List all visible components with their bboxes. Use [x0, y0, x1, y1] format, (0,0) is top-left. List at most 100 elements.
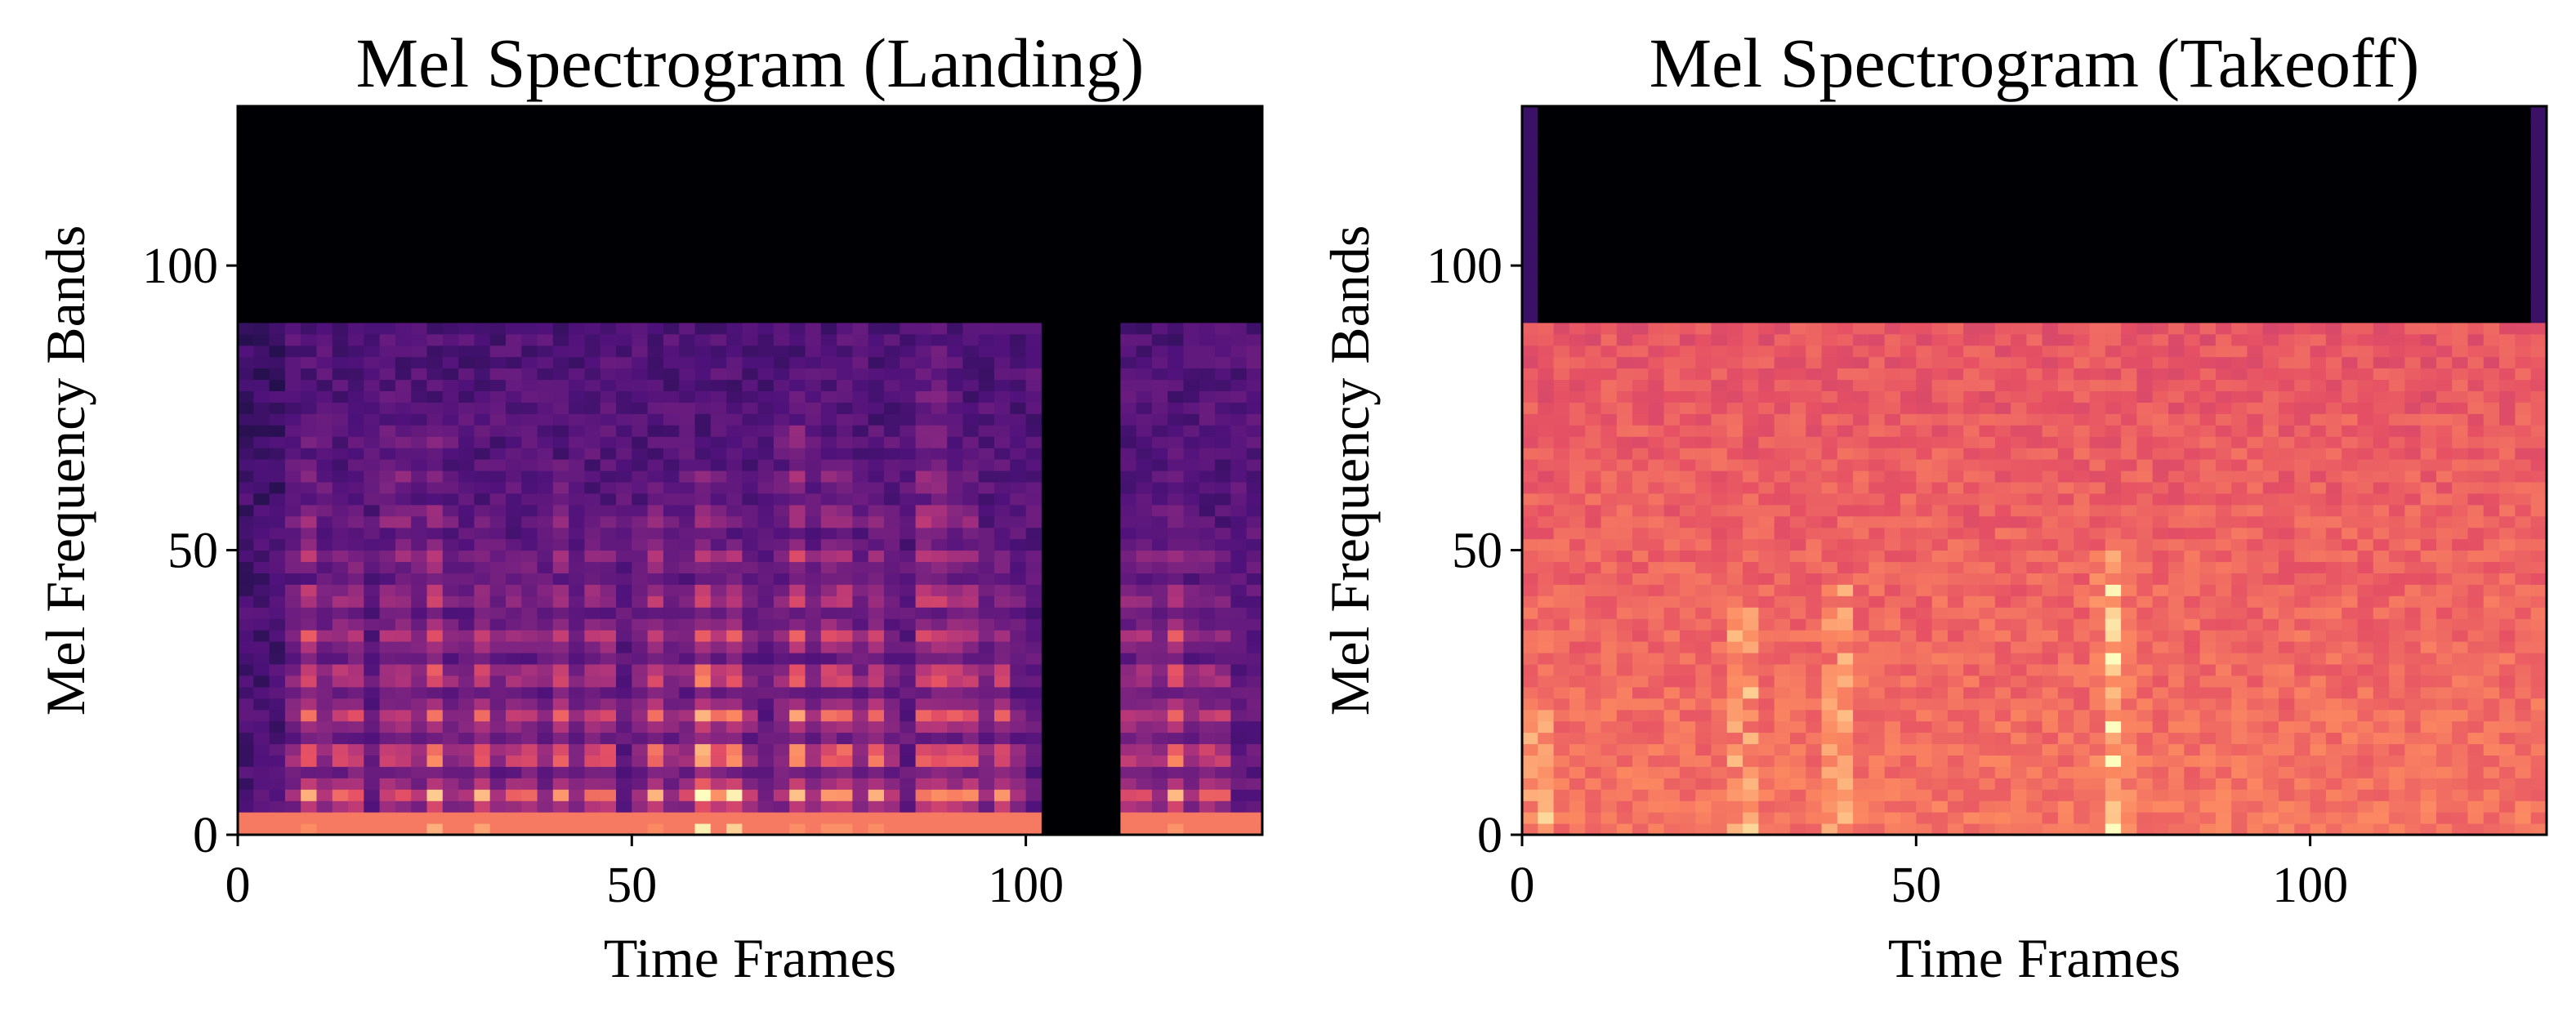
spectrogram-cell — [663, 151, 680, 164]
spectrogram-cell — [663, 243, 680, 255]
spectrogram-cell — [773, 755, 790, 767]
spectrogram-cell — [253, 436, 270, 448]
spectrogram-cell — [868, 106, 885, 118]
spectrogram-cell — [1648, 310, 1665, 323]
spectrogram-cell — [632, 163, 649, 176]
spectrogram-cell — [773, 766, 790, 778]
spectrogram-cell — [269, 800, 286, 813]
spectrogram-cell — [1167, 686, 1185, 699]
spectrogram-cell — [710, 117, 727, 130]
spectrogram-cell — [253, 220, 270, 232]
spectrogram-cell — [537, 231, 554, 243]
spectrogram-cell — [710, 128, 727, 141]
spectrogram-cell — [962, 720, 980, 733]
spectrogram-cell — [395, 448, 412, 460]
spectrogram-cell — [1648, 368, 1665, 381]
spectrogram-cell — [1711, 755, 1728, 767]
spectrogram-cell — [1105, 755, 1121, 767]
spectrogram-cell — [1616, 197, 1633, 209]
spectrogram-cell — [773, 470, 790, 483]
spectrogram-cell — [584, 231, 601, 243]
spectrogram-cell — [1616, 390, 1633, 403]
spectrogram-cell — [710, 686, 727, 699]
spectrogram-cell — [506, 128, 522, 141]
spectrogram-cell — [426, 527, 444, 540]
spectrogram-cell — [521, 345, 538, 358]
spectrogram-cell — [1215, 174, 1231, 187]
spectrogram-cell — [742, 778, 759, 790]
spectrogram-cell — [269, 686, 286, 699]
spectrogram-cell — [379, 174, 396, 187]
spectrogram-cell — [931, 630, 948, 642]
spectrogram-cell — [348, 641, 364, 653]
spectrogram-cell — [395, 322, 412, 335]
spectrogram-cell — [521, 823, 538, 836]
spectrogram-cell — [1041, 732, 1058, 745]
spectrogram-cell — [364, 310, 381, 323]
spectrogram-cell — [1120, 402, 1137, 414]
spectrogram-cell — [395, 265, 412, 278]
spectrogram-cell — [710, 288, 727, 301]
spectrogram-cell — [978, 459, 995, 471]
spectrogram-cell — [600, 732, 617, 745]
spectrogram-cell — [805, 333, 822, 346]
spectrogram-cell — [742, 448, 759, 460]
spectrogram-cell — [663, 448, 680, 460]
spectrogram-cell — [253, 470, 270, 483]
spectrogram-cell — [332, 800, 349, 813]
spectrogram-cell — [1569, 128, 1586, 141]
spectrogram-cell — [931, 595, 948, 608]
spectrogram-cell — [1695, 459, 1712, 471]
spectrogram-cell — [931, 185, 948, 198]
spectrogram-cell — [569, 436, 585, 448]
spectrogram-cell — [1679, 163, 1696, 176]
spectrogram-cell — [1616, 732, 1633, 745]
spectrogram-cell — [1073, 732, 1090, 745]
spectrogram-cell — [710, 493, 727, 506]
spectrogram-cell — [900, 288, 917, 301]
spectrogram-cell — [710, 800, 727, 813]
spectrogram-cell — [1601, 402, 1618, 414]
spectrogram-cell — [1057, 390, 1074, 403]
spectrogram-cell — [364, 720, 381, 733]
spectrogram-cell — [1088, 607, 1105, 619]
spectrogram-cell — [426, 800, 444, 813]
spectrogram-cell — [868, 185, 885, 198]
spectrogram-cell — [742, 481, 759, 494]
spectrogram-cell — [1711, 653, 1728, 665]
spectrogram-cell — [1711, 459, 1728, 471]
spectrogram-cell — [1679, 390, 1696, 403]
spectrogram-cell — [537, 322, 554, 335]
spectrogram-cell — [411, 550, 428, 563]
spectrogram-cell — [584, 333, 601, 346]
spectrogram-cell — [584, 345, 601, 358]
spectrogram-cell — [900, 584, 917, 596]
spectrogram-cell — [1010, 550, 1027, 563]
spectrogram-cell — [316, 573, 333, 585]
spectrogram-cell — [489, 618, 507, 631]
spectrogram-cell — [379, 527, 396, 540]
spectrogram-cell — [521, 470, 538, 483]
spectrogram-cell — [1010, 686, 1027, 699]
spectrogram-cell — [1632, 322, 1649, 335]
spectrogram-cell — [742, 117, 759, 130]
spectrogram-cell — [1167, 163, 1185, 176]
spectrogram-cell — [710, 243, 727, 255]
spectrogram-cell — [1246, 288, 1263, 301]
spectrogram-cell — [837, 720, 853, 733]
spectrogram-cell — [915, 345, 932, 358]
spectrogram-cell — [569, 151, 585, 164]
spectrogram-cell — [411, 504, 428, 517]
spectrogram-cell — [1679, 106, 1696, 118]
spectrogram-cell — [474, 322, 491, 335]
spectrogram-cell — [1041, 607, 1058, 619]
spectrogram-cell — [364, 823, 381, 836]
spectrogram-cell — [1136, 322, 1153, 335]
spectrogram-cell — [316, 459, 333, 471]
spectrogram-cell — [1010, 390, 1027, 403]
spectrogram-cell — [837, 698, 853, 711]
spectrogram-cell — [1663, 356, 1681, 369]
spectrogram-cell — [442, 208, 459, 221]
spectrogram-cell — [1199, 515, 1216, 528]
spectrogram-cell — [1663, 743, 1681, 756]
